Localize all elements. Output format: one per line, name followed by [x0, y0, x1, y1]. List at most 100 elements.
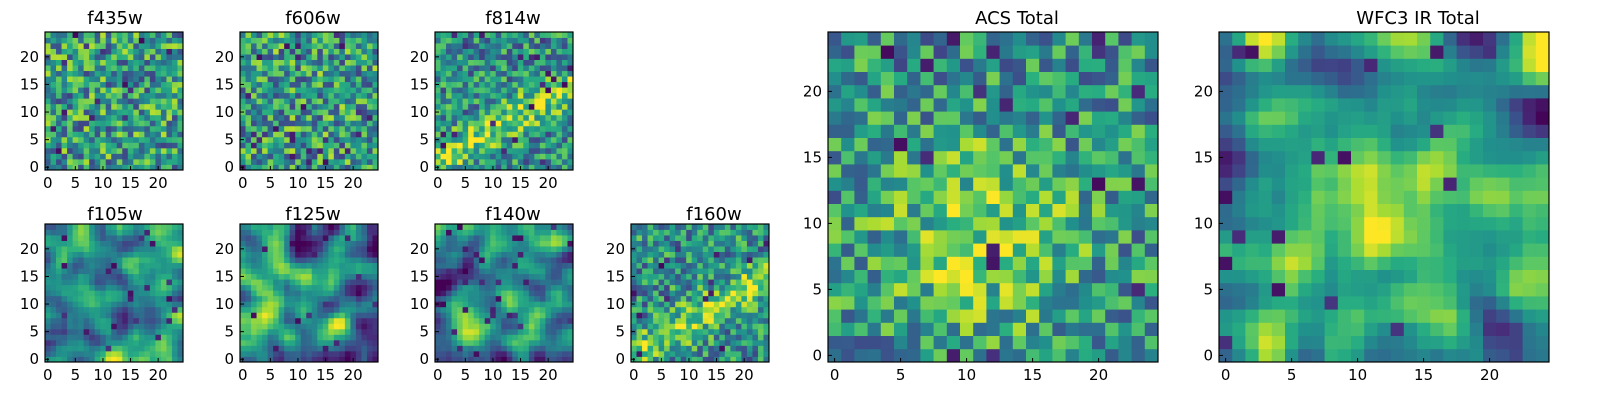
heatmap-cell — [89, 120, 96, 127]
heatmap-cell — [1026, 269, 1040, 284]
y-tick-label: 5 — [224, 323, 234, 341]
heatmap-cell — [468, 114, 475, 121]
heatmap-cell — [462, 92, 469, 99]
heatmap-cell — [262, 268, 268, 275]
heatmap-cell — [713, 290, 720, 297]
heatmap-cell — [300, 131, 307, 138]
heatmap-cell — [828, 230, 842, 244]
heatmap-cell — [545, 257, 552, 264]
heatmap-cell — [67, 323, 73, 330]
heatmap-cell — [484, 147, 491, 154]
heatmap-cell — [333, 229, 340, 236]
heatmap-cell — [473, 147, 480, 154]
heatmap-cell — [133, 262, 140, 269]
heatmap-cell — [457, 229, 463, 236]
heatmap-cell — [741, 251, 748, 258]
heatmap-cell — [45, 70, 51, 77]
heatmap-cell — [1065, 296, 1080, 310]
heatmap-cell — [339, 87, 346, 94]
heatmap-cell — [166, 65, 173, 72]
heatmap-cell — [67, 262, 73, 269]
heatmap-cell — [166, 120, 173, 127]
heatmap-cell — [1078, 335, 1093, 350]
x-tick-label: 20 — [735, 366, 754, 384]
heatmap-cell — [133, 284, 140, 291]
heatmap-cell — [240, 120, 246, 127]
heatmap-cell — [724, 240, 731, 247]
heatmap-cell — [495, 32, 502, 38]
heatmap-cell — [50, 32, 57, 38]
heatmap-cell — [484, 268, 491, 275]
heatmap-cell — [127, 317, 134, 324]
heatmap-cell — [490, 125, 497, 132]
heatmap-cell — [317, 240, 324, 247]
y-tick-label: 20 — [20, 240, 39, 258]
heatmap-cell — [116, 87, 123, 94]
heatmap-cell — [295, 328, 302, 335]
heatmap-cell — [501, 164, 508, 171]
heatmap-cell — [295, 37, 302, 44]
heatmap-cell — [45, 98, 51, 105]
heatmap-cell — [160, 284, 167, 291]
heatmap-cell — [528, 235, 535, 241]
heatmap-cell — [155, 246, 162, 252]
heatmap-cell — [517, 125, 524, 132]
heatmap-cell — [83, 323, 90, 330]
heatmap-cell — [94, 350, 101, 357]
heatmap-cell — [484, 251, 491, 258]
heatmap-cell — [1092, 177, 1106, 191]
heatmap-cell — [999, 256, 1014, 270]
heatmap-cell — [642, 284, 648, 291]
heatmap-cell — [686, 328, 693, 335]
heatmap-cell — [245, 70, 252, 77]
heatmap-cell — [45, 59, 51, 66]
heatmap-cell — [144, 290, 151, 297]
heatmap-cell — [100, 87, 107, 94]
heatmap-cell — [686, 240, 693, 247]
heatmap-cell — [133, 246, 140, 252]
heatmap-cell — [289, 224, 296, 230]
heatmap-cell — [94, 290, 101, 297]
heatmap-cell — [355, 284, 362, 291]
heatmap-cell — [946, 322, 961, 336]
heatmap-cell — [317, 235, 324, 241]
heatmap-cell — [730, 317, 737, 324]
heatmap-cell — [72, 87, 79, 94]
heatmap-cell — [138, 273, 145, 280]
heatmap-cell — [311, 229, 318, 236]
heatmap-cell — [451, 246, 458, 252]
heatmap-cell — [1012, 203, 1027, 218]
heatmap-cell — [322, 37, 329, 44]
heatmap-cell — [83, 70, 90, 77]
heatmap-cell — [45, 345, 51, 352]
heatmap-cell — [72, 70, 79, 77]
heatmap-cell — [669, 301, 676, 308]
heatmap-cell — [284, 306, 291, 313]
heatmap-cell — [528, 87, 535, 94]
heatmap-cell — [322, 273, 329, 280]
heatmap-cell — [946, 124, 961, 138]
heatmap-cell — [72, 125, 79, 132]
heatmap-cell — [317, 306, 324, 313]
heatmap-cell — [735, 328, 742, 335]
heatmap-cell — [366, 48, 373, 55]
heatmap-cell — [149, 257, 156, 264]
heatmap-cell — [138, 125, 145, 132]
heatmap-cell — [94, 142, 101, 149]
heatmap-cell — [490, 153, 497, 160]
heatmap-cell — [144, 301, 151, 308]
heatmap-cell — [127, 109, 134, 116]
heatmap-cell — [658, 334, 665, 341]
heatmap-cell — [457, 98, 463, 105]
heatmap-cell — [366, 131, 373, 138]
heatmap-cell — [355, 43, 362, 49]
heatmap-cell — [867, 348, 882, 363]
heatmap-cell — [122, 279, 129, 286]
heatmap-cell — [495, 142, 502, 149]
heatmap-cell — [333, 273, 340, 280]
heatmap-cell — [361, 54, 368, 60]
x-tick-label: 10 — [483, 174, 502, 192]
heatmap-cell — [1078, 348, 1093, 363]
heatmap-cell — [56, 59, 62, 66]
heatmap-cell — [350, 70, 357, 77]
